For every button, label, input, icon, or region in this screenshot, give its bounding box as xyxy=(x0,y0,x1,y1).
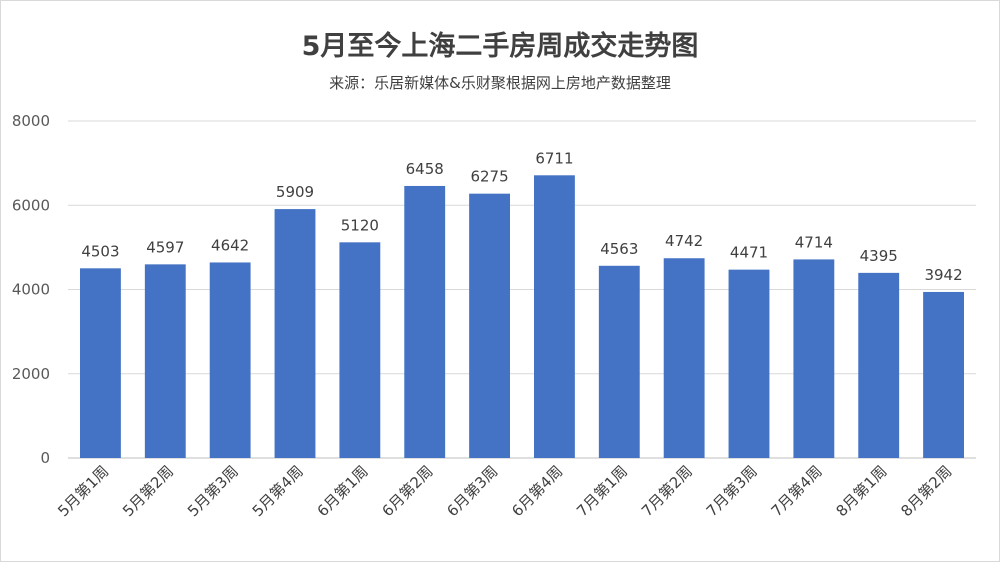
chart-subtitle: 来源：乐居新媒体&乐财聚根据网上房地产数据整理 xyxy=(329,74,671,92)
y-tick-label: 8000 xyxy=(12,112,50,130)
x-tick-label: 5月第1周 xyxy=(54,462,112,520)
bar xyxy=(469,193,511,458)
x-tick-label: 5月第4周 xyxy=(249,462,307,520)
data-label: 4563 xyxy=(600,240,638,258)
bar xyxy=(533,175,575,458)
data-label: 5909 xyxy=(276,183,314,201)
x-tick-label: 8月第1周 xyxy=(832,462,890,520)
bar xyxy=(274,209,316,458)
x-tick-label: 6月第4周 xyxy=(508,462,566,520)
bar xyxy=(728,269,770,458)
x-tick-label: 6月第3周 xyxy=(443,462,501,520)
bar xyxy=(923,291,965,458)
x-tick-label: 6月第2周 xyxy=(378,462,436,520)
y-tick-label: 0 xyxy=(40,449,50,467)
data-label: 4395 xyxy=(860,247,898,265)
data-label: 6458 xyxy=(406,160,444,178)
data-label: 4642 xyxy=(211,236,249,254)
x-tick-label: 5月第2周 xyxy=(119,462,177,520)
y-tick-label: 2000 xyxy=(12,365,50,383)
y-tick-label: 4000 xyxy=(12,281,50,299)
data-label: 4714 xyxy=(795,233,833,251)
data-label: 4742 xyxy=(665,232,703,250)
bar xyxy=(663,258,705,458)
bar xyxy=(793,259,835,458)
bar xyxy=(858,272,900,458)
x-tick-label: 7月第4周 xyxy=(768,462,826,520)
bar xyxy=(404,185,446,458)
x-tick-label: 7月第2周 xyxy=(638,462,696,520)
data-label: 6275 xyxy=(470,168,508,186)
x-tick-label: 8月第2周 xyxy=(897,462,955,520)
data-label: 6711 xyxy=(535,149,573,167)
bar xyxy=(209,262,251,458)
x-tick-label: 7月第3周 xyxy=(703,462,761,520)
x-tick-label: 6月第1周 xyxy=(314,462,372,520)
data-label: 4503 xyxy=(81,242,119,260)
chart-title: 5月至今上海二手房周成交走势图 xyxy=(301,31,699,62)
bar xyxy=(598,265,640,458)
x-tick-label: 7月第1周 xyxy=(573,462,631,520)
data-label: 3942 xyxy=(924,266,962,284)
bar xyxy=(144,264,186,458)
bar xyxy=(339,242,381,458)
data-label: 5120 xyxy=(341,216,379,234)
bar xyxy=(79,268,121,458)
data-label: 4471 xyxy=(730,244,768,262)
x-tick-label: 5月第3周 xyxy=(184,462,242,520)
data-label: 4597 xyxy=(146,238,184,256)
y-tick-label: 6000 xyxy=(12,196,50,214)
